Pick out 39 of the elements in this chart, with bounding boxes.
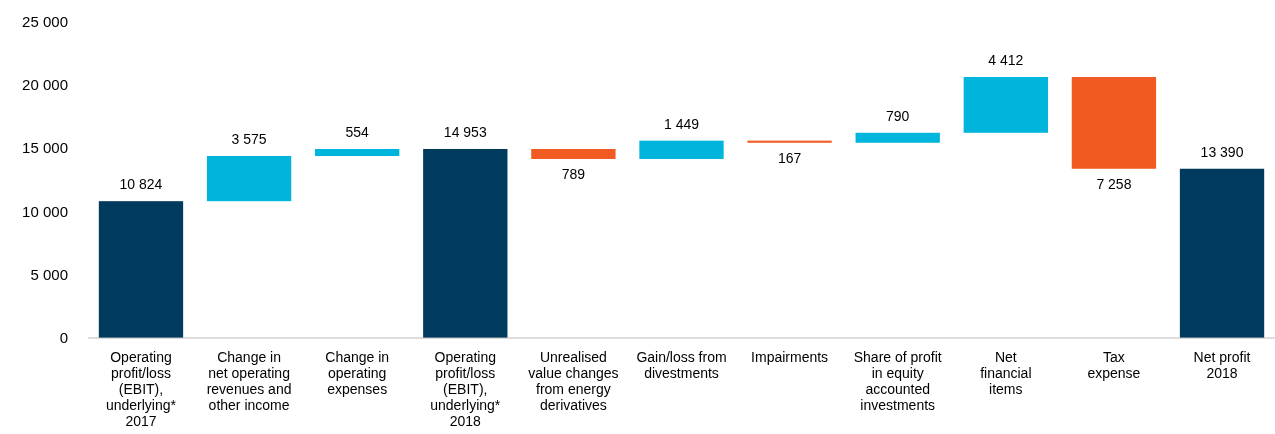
y-tick-label: 5 000 — [30, 265, 68, 283]
bar — [531, 148, 616, 159]
data-label: 790 — [886, 107, 910, 124]
data-label: 1 449 — [663, 115, 700, 132]
x-tick-label: Share of profit in equity accounted investments — [853, 349, 942, 413]
y-tick-label: 0 — [59, 329, 68, 346]
bar — [963, 77, 1048, 133]
bar — [639, 140, 724, 159]
data-label: 14 953 — [443, 123, 487, 140]
x-tick-label: Operating profit/loss (EBIT), underlying* 2018 — [430, 349, 501, 429]
data-label: 554 — [345, 123, 370, 140]
bar — [1179, 168, 1265, 338]
data-label: 789 — [561, 165, 586, 182]
data-label: 3 575 — [231, 131, 267, 147]
bar — [206, 156, 292, 202]
x-tick-label: Gain/loss from divestments — [636, 349, 727, 381]
data-label: 4 412 — [988, 52, 1024, 69]
bar — [1071, 77, 1157, 169]
data-label: 167 — [777, 149, 802, 166]
data-label: 13 390 — [1200, 143, 1244, 160]
y-tick-label: 15 000 — [22, 139, 68, 157]
x-tick-label: Tax expense — [1087, 349, 1141, 381]
x-tick-label: Operating profit/loss (EBIT), underlying* 2017 — [105, 349, 177, 429]
x-tick-label: Change in net operating revenues and other income — [206, 349, 292, 413]
data-label: 7 258 — [1096, 175, 1132, 192]
bar — [315, 148, 400, 156]
bar — [98, 201, 184, 338]
x-tick-label: Unrealised value changes from energy derivatives — [528, 349, 619, 413]
x-tick-label: Impairments — [751, 349, 829, 365]
x-tick-label: Change in operating expenses — [325, 349, 390, 397]
data-label: 10 824 — [119, 176, 163, 193]
y-tick-label: 25 000 — [22, 13, 68, 30]
y-tick-label: 10 000 — [22, 202, 68, 220]
y-tick-label: 20 000 — [22, 76, 68, 94]
bar — [423, 148, 508, 338]
x-tick-label: Net financial items — [980, 349, 1032, 397]
bar — [747, 140, 832, 143]
bar — [855, 132, 940, 143]
x-tick-label: Net profit 2018 — [1193, 349, 1251, 381]
